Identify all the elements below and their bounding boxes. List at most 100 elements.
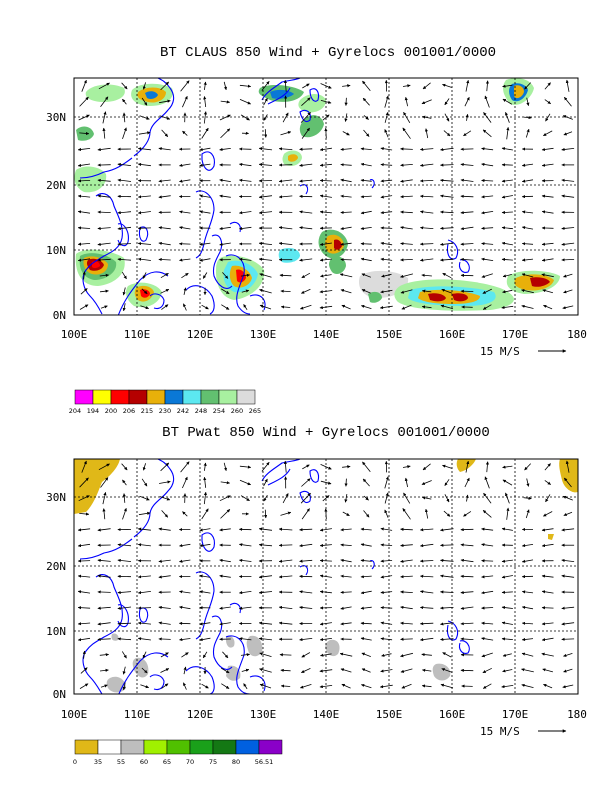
wind-arrow xyxy=(563,131,573,136)
wind-arrow xyxy=(199,194,211,198)
wind-arrow xyxy=(541,528,554,532)
wind-arrow xyxy=(137,211,151,215)
wind-arrow xyxy=(79,131,90,136)
wind-arrow xyxy=(219,495,231,502)
wind-arrow xyxy=(278,147,293,151)
wind-arrow xyxy=(219,558,231,563)
wind-arrow xyxy=(506,507,510,520)
wind-arrow xyxy=(525,509,530,519)
wind-arrow xyxy=(440,304,454,310)
wind-arrow xyxy=(201,683,209,689)
wind-arrow xyxy=(360,242,372,246)
colorbar-label: 56.51 xyxy=(255,758,274,766)
wind-arrow xyxy=(340,528,352,532)
wind-arrow xyxy=(340,210,352,215)
wind-arrow xyxy=(219,178,231,182)
wind-arrow xyxy=(460,543,474,547)
wind-arrow xyxy=(361,289,371,294)
wind-arrow xyxy=(483,112,492,123)
wind-arrow xyxy=(301,652,311,658)
wind-arrow xyxy=(481,575,494,579)
wind-arrow xyxy=(161,683,169,689)
wind-arrow xyxy=(122,287,126,296)
wind-arrow xyxy=(158,621,171,625)
wind-arrow xyxy=(99,273,109,277)
wind-arrow xyxy=(77,528,91,532)
wind-arrow xyxy=(501,559,513,563)
wind-arrow xyxy=(440,226,454,230)
wind-arrow xyxy=(561,242,575,246)
wind-arrow xyxy=(223,81,228,91)
wind-arrow xyxy=(81,79,87,92)
wind-arrow xyxy=(483,492,492,504)
wind-arrow xyxy=(179,258,191,262)
wind-arrow xyxy=(158,147,171,151)
wind-arrow xyxy=(420,574,434,578)
wind-arrow xyxy=(79,512,90,516)
plot-frame xyxy=(73,77,579,316)
wind-arrow xyxy=(240,273,250,277)
wind-arrow xyxy=(179,590,191,594)
wind-arrow xyxy=(299,210,313,214)
wind-arrow xyxy=(502,479,513,486)
wind-arrow xyxy=(421,480,432,485)
wind-arrow xyxy=(241,668,250,672)
wind-arrow xyxy=(562,115,573,120)
wind-arrow xyxy=(482,683,492,689)
wind-arrow xyxy=(219,226,231,231)
wind-arrow xyxy=(380,559,393,563)
wind-arrow xyxy=(160,668,170,673)
wind-arrow xyxy=(481,273,493,278)
wind-arrow xyxy=(221,304,230,310)
wind-arrow xyxy=(502,98,513,105)
wind-arrow xyxy=(203,476,207,488)
wind-arrow xyxy=(521,590,534,594)
wind-arrow xyxy=(282,112,289,123)
wind-arrow xyxy=(263,114,268,121)
wind-arrow xyxy=(158,195,171,199)
wind-arrow xyxy=(278,195,293,199)
wind-arrow xyxy=(199,574,211,578)
wind-arrow xyxy=(501,527,513,531)
wind-arrow xyxy=(137,527,151,531)
wind-arrow xyxy=(181,652,189,658)
wind-arrow xyxy=(460,622,474,626)
wind-arrow xyxy=(340,178,352,183)
wind-arrow xyxy=(420,606,434,610)
wind-arrow xyxy=(481,147,494,151)
wind-arrow xyxy=(523,116,532,120)
wind-arrow xyxy=(521,668,534,673)
wind-arrow xyxy=(501,195,513,199)
wind-arrow xyxy=(460,162,474,167)
wind-arrow xyxy=(400,605,413,610)
wind-arrow xyxy=(240,653,250,657)
wind-arrow xyxy=(278,226,293,230)
wind-arrow xyxy=(139,115,150,120)
wind-arrow xyxy=(400,527,413,531)
wind-arrow xyxy=(97,622,111,626)
wind-arrow xyxy=(117,162,132,167)
wind-arrow xyxy=(440,242,454,246)
wind-arrow xyxy=(203,96,207,108)
wind-arrow xyxy=(258,590,273,595)
wind-arrow xyxy=(258,257,273,261)
wind-arrow xyxy=(78,495,90,502)
wind-arrow xyxy=(301,97,311,106)
wind-arrow xyxy=(544,480,551,485)
x-tick-label: 140E xyxy=(313,708,340,721)
wind-arrow xyxy=(102,111,107,124)
wind-arrow xyxy=(97,178,111,182)
colorbar-label: 60 xyxy=(140,758,148,766)
wind-arrow xyxy=(541,637,554,642)
wind-arrow xyxy=(219,622,231,626)
wind-arrow xyxy=(463,130,472,137)
wind-arrow xyxy=(420,147,434,151)
x-tick-label: 180 xyxy=(567,708,587,721)
wind-arrow xyxy=(501,305,514,310)
wind-arrow xyxy=(138,131,151,135)
wind-arrow xyxy=(258,147,273,151)
wind-arrow xyxy=(239,465,252,469)
wind-arrow xyxy=(160,272,169,279)
wind-arrow xyxy=(202,651,208,659)
wind-arrow xyxy=(363,510,370,518)
